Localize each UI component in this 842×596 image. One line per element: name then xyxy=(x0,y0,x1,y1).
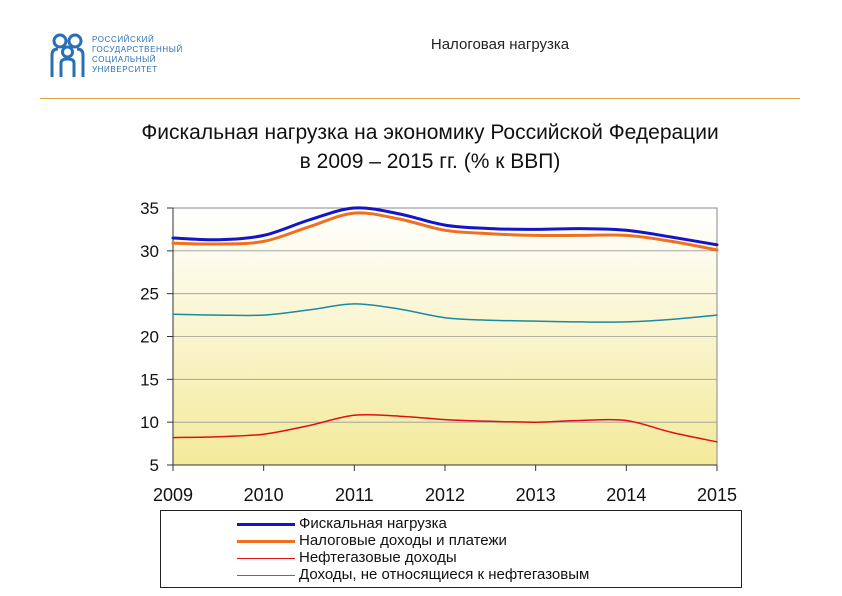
logo-line: ГОСУДАРСТВЕННЫЙ xyxy=(92,45,183,54)
series-line-1 xyxy=(171,211,719,252)
logo-line: УНИВЕРСИТЕТ xyxy=(92,65,158,74)
y-tick-label: 35 xyxy=(140,199,159,218)
legend-label: Фискальная нагрузка xyxy=(299,515,447,532)
logo-line: СОЦИАЛЬНЫЙ xyxy=(92,55,157,64)
y-tick-label: 10 xyxy=(140,413,159,432)
legend-label: Доходы, не относящиеся к нефтегазовым xyxy=(299,566,590,583)
x-tick-label: 2014 xyxy=(606,485,646,505)
y-tick-label: 25 xyxy=(140,285,159,304)
chart-legend: Фискальная нагрузка Налоговые доходы и п… xyxy=(160,510,742,588)
legend-label: Налоговые доходы и платежи xyxy=(299,532,507,549)
chart-title: Фискальная нагрузка на экономику Российс… xyxy=(60,118,800,176)
x-tick-label: 2015 xyxy=(697,485,737,505)
chart-title-line: Фискальная нагрузка на экономику Российс… xyxy=(141,121,719,144)
x-tick-label: 2012 xyxy=(425,485,465,505)
series-line-0 xyxy=(171,206,719,247)
logo-line: РОССИЙСКИЙ xyxy=(92,35,155,44)
y-tick-label: 5 xyxy=(150,456,159,475)
series-line-2 xyxy=(172,413,718,443)
x-tick-label: 2010 xyxy=(244,485,284,505)
university-logo: РОССИЙСКИЙ ГОСУДАРСТВЕННЫЙ СОЦИАЛЬНЫЙ УН… xyxy=(48,33,198,83)
page-title: Налоговая нагрузка xyxy=(430,36,570,53)
y-tick-label: 15 xyxy=(140,370,159,389)
legend-swatch xyxy=(237,540,295,543)
header-divider xyxy=(40,98,800,99)
legend-swatch xyxy=(237,558,295,559)
series-line-3 xyxy=(172,303,718,323)
y-tick-label: 30 xyxy=(140,242,159,261)
legend-swatch xyxy=(237,523,295,526)
y-tick-label: 20 xyxy=(140,328,159,347)
x-tick-label: 2013 xyxy=(516,485,556,505)
logo-text: РОССИЙСКИЙ ГОСУДАРСТВЕННЫЙ СОЦИАЛЬНЫЙ УН… xyxy=(92,35,183,75)
legend-label: Нефтегазовые доходы xyxy=(299,549,457,566)
x-tick-label: 2009 xyxy=(153,485,193,505)
x-tick-label: 2011 xyxy=(335,485,374,505)
logo-figures-icon xyxy=(50,33,85,77)
chart-title-line: в 2009 – 2015 гг. (% к ВВП) xyxy=(299,150,561,173)
legend-swatch xyxy=(237,575,295,576)
